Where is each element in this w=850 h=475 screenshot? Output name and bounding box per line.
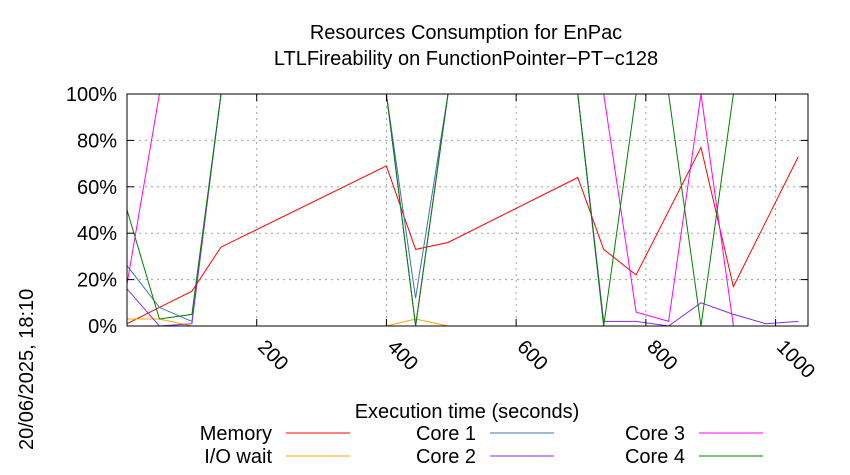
- y-tick-label: 40%: [77, 223, 117, 245]
- legend-label-memory: Memory: [200, 423, 272, 445]
- x-axis-label: Execution time (seconds): [355, 401, 580, 423]
- series-line-memory: [127, 145, 799, 325]
- x-axis: 200 400 600 800 1000: [253, 94, 819, 383]
- chart-title-line-2: LTLFireability on FunctionPointer−PT−c12…: [274, 48, 658, 70]
- series-line-core-2: [127, 93, 799, 327]
- y-tick-label: 60%: [77, 177, 117, 199]
- plot-border: [126, 93, 809, 327]
- x-tick-label: 600: [513, 336, 552, 375]
- chart-title-line-1: Resources Consumption for EnPac: [310, 22, 622, 44]
- y-tick-label: 100%: [66, 84, 117, 106]
- x-tick-label: 1000: [772, 336, 819, 383]
- timestamp-label: 20/06/2025, 18:10: [16, 289, 38, 450]
- x-tick-label: 200: [253, 336, 292, 375]
- legend-label-core-2: Core 2: [416, 446, 476, 468]
- legend-label-core-3: Core 3: [625, 423, 685, 445]
- legend-label-i-o-wait: I/O wait: [204, 446, 272, 468]
- y-tick-label: 20%: [77, 270, 117, 292]
- grid: [127, 94, 808, 326]
- series-line-core-4: [127, 93, 799, 327]
- legend-label-core-4: Core 4: [625, 446, 685, 468]
- x-tick-label: 400: [383, 336, 422, 375]
- series-layer: [127, 93, 799, 327]
- x-tick-label: 800: [642, 336, 681, 375]
- y-tick-label: 0%: [88, 316, 117, 338]
- series-line-core-3: [127, 93, 799, 327]
- series-line-i-o-wait: [127, 318, 799, 327]
- series-line-core-1: [127, 93, 799, 327]
- y-tick-label: 80%: [77, 130, 117, 152]
- legend-label-core-1: Core 1: [416, 423, 476, 445]
- y-axis: 0% 20% 40% 60% 80% 100%: [66, 84, 808, 338]
